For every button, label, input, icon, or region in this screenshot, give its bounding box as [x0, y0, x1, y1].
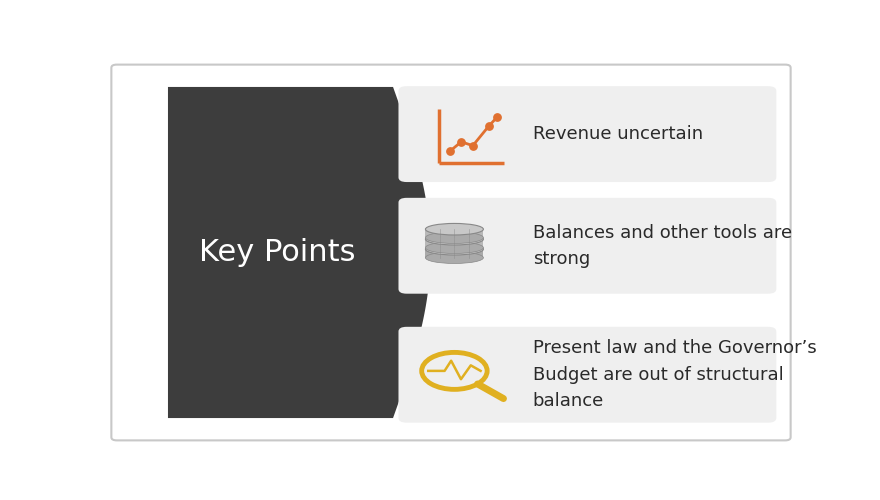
FancyBboxPatch shape — [425, 229, 483, 237]
FancyBboxPatch shape — [112, 64, 790, 440]
FancyBboxPatch shape — [425, 239, 483, 248]
Ellipse shape — [425, 232, 483, 243]
Ellipse shape — [425, 244, 483, 255]
Point — [466, 142, 480, 150]
FancyBboxPatch shape — [425, 249, 483, 258]
Ellipse shape — [425, 252, 483, 264]
FancyBboxPatch shape — [399, 198, 776, 294]
FancyBboxPatch shape — [399, 327, 776, 422]
Text: Revenue uncertain: Revenue uncertain — [533, 125, 703, 143]
FancyBboxPatch shape — [399, 86, 776, 182]
Text: Present law and the Governor’s
Budget are out of structural
balance: Present law and the Governor’s Budget ar… — [533, 340, 817, 410]
Ellipse shape — [425, 242, 483, 254]
Ellipse shape — [425, 234, 483, 245]
Text: Balances and other tools are
strong: Balances and other tools are strong — [533, 224, 792, 268]
Polygon shape — [168, 87, 430, 418]
Point — [443, 148, 457, 156]
Ellipse shape — [425, 224, 483, 235]
Point — [454, 138, 468, 146]
Point — [490, 113, 504, 121]
Point — [481, 122, 495, 130]
Text: Key Points: Key Points — [199, 238, 356, 267]
